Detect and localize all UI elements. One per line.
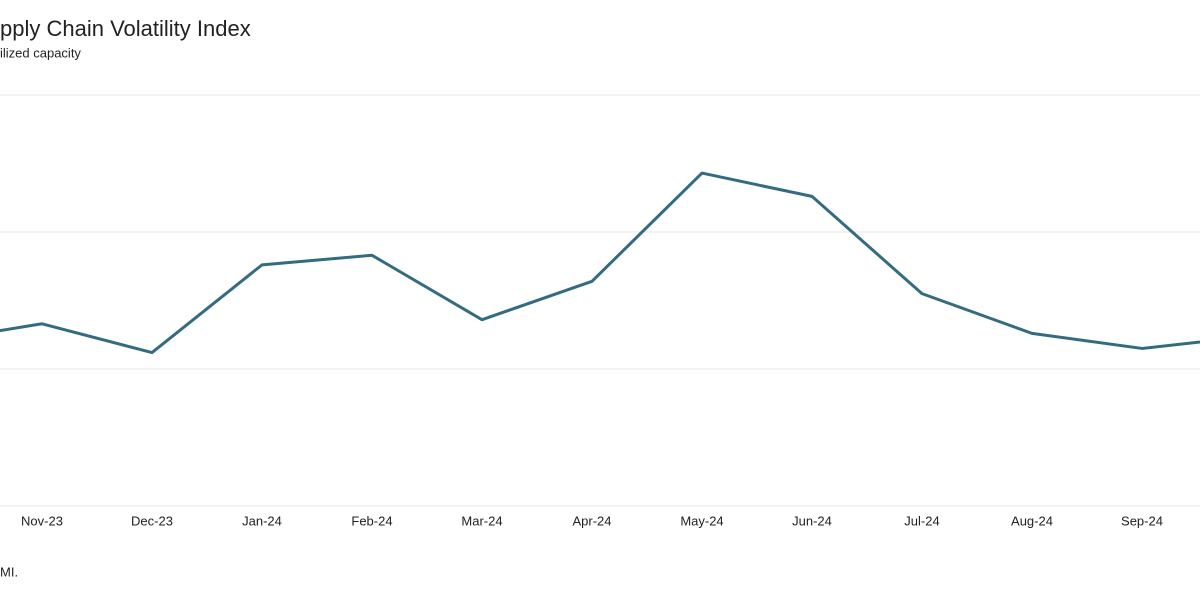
x-tick-label: Feb-24 (351, 513, 392, 528)
chart-subtitle: ilized capacity (0, 45, 81, 60)
x-tick-label: Dec-23 (131, 513, 173, 528)
x-tick-label: Mar-24 (461, 513, 502, 528)
x-tick-label: Aug-24 (1011, 513, 1053, 528)
chart-title: pply Chain Volatility Index (0, 16, 251, 41)
x-tick-label: May-24 (680, 513, 723, 528)
x-tick-label: Nov-23 (21, 513, 63, 528)
x-tick-label: Sep-24 (1121, 513, 1163, 528)
x-tick-label: Jul-24 (904, 513, 939, 528)
x-tick-label: Jan-24 (242, 513, 282, 528)
data-line (0, 171, 1200, 355)
x-tick-label: Apr-24 (572, 513, 611, 528)
footnote: MI. (0, 564, 18, 579)
x-tick-label: Jun-24 (792, 513, 832, 528)
